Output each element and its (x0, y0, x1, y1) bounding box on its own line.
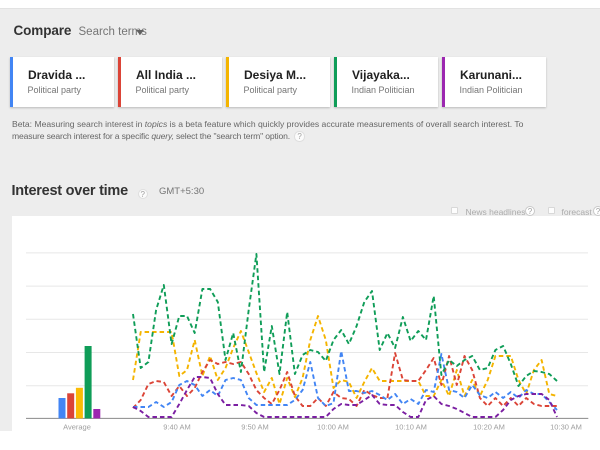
svg-text:9:50 AM: 9:50 AM (241, 423, 269, 432)
svg-text:9:40 AM: 9:40 AM (163, 423, 191, 432)
svg-text:10:30 AM: 10:30 AM (550, 423, 582, 432)
svg-text:10:10 AM: 10:10 AM (395, 423, 427, 432)
svg-text:Average: Average (63, 423, 91, 432)
svg-text:10:00 AM: 10:00 AM (317, 423, 349, 432)
svg-text:10:20 AM: 10:20 AM (473, 423, 505, 432)
